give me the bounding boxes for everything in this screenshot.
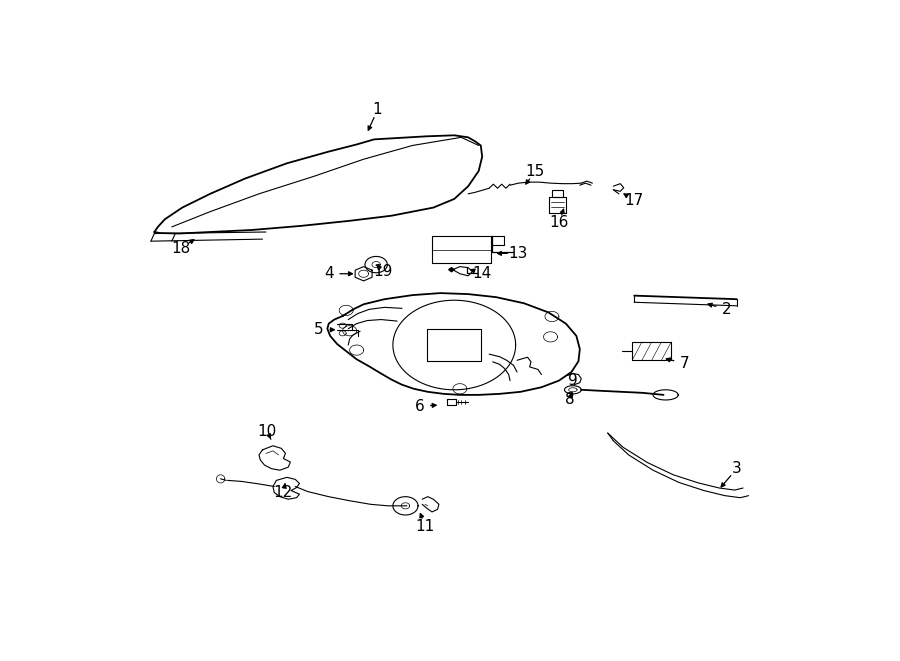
Text: 6: 6 <box>415 399 424 414</box>
Text: 10: 10 <box>257 424 277 439</box>
Text: 12: 12 <box>274 485 293 500</box>
Text: 2: 2 <box>722 302 731 317</box>
Text: 7: 7 <box>680 356 689 371</box>
Text: 16: 16 <box>549 215 569 230</box>
Text: 17: 17 <box>625 193 643 208</box>
Text: 1: 1 <box>373 102 382 118</box>
Text: 8: 8 <box>564 393 574 407</box>
Text: 18: 18 <box>171 241 191 256</box>
Text: 3: 3 <box>732 461 742 476</box>
Text: 9: 9 <box>568 373 578 388</box>
Polygon shape <box>449 268 454 272</box>
Text: 11: 11 <box>416 519 435 533</box>
Text: 13: 13 <box>508 246 528 261</box>
Text: 15: 15 <box>526 165 544 179</box>
Text: 19: 19 <box>374 264 392 279</box>
Text: 5: 5 <box>314 322 324 337</box>
Text: 4: 4 <box>324 266 334 281</box>
Text: 14: 14 <box>472 266 491 281</box>
